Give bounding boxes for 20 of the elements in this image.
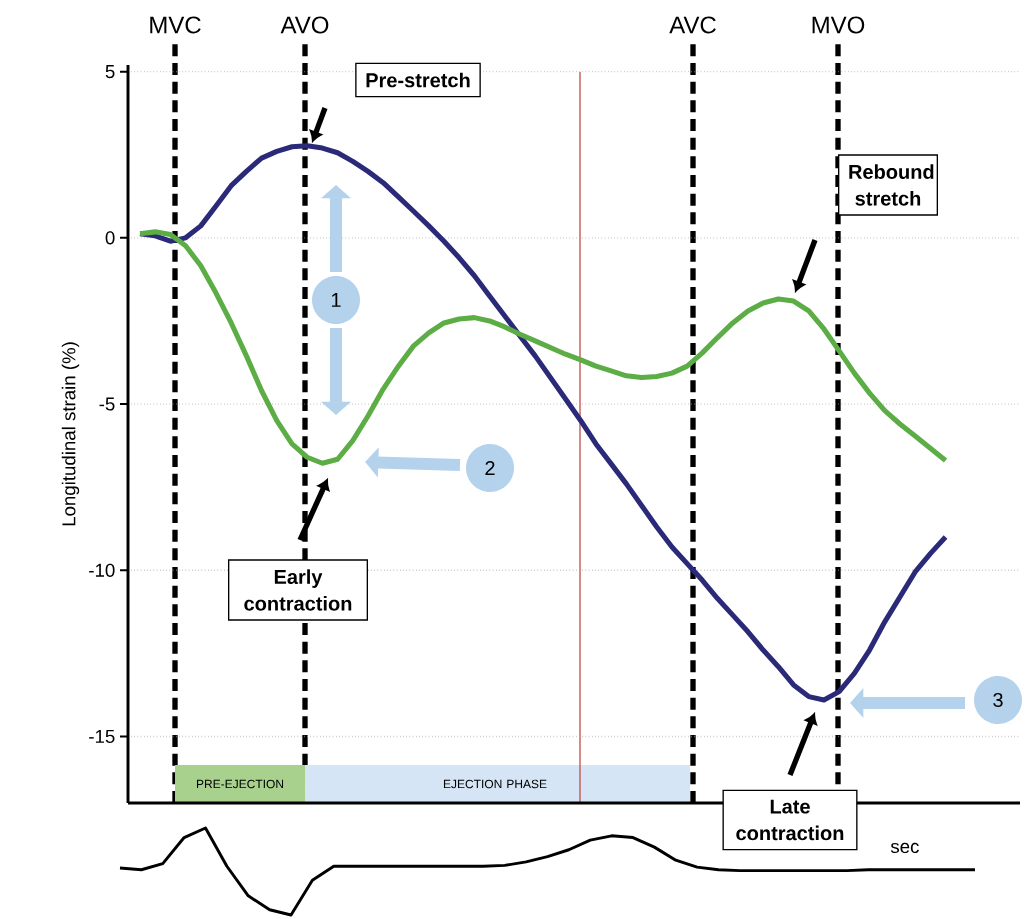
y-tick-label: 5 <box>105 65 115 79</box>
annotation: 2 <box>485 461 495 475</box>
y-tick-label: -10 <box>89 563 115 577</box>
y-axis-title: Longitudinal strain (%) <box>61 342 80 526</box>
annotation: PRE-EJECTION <box>196 779 284 789</box>
y-tick-label: -5 <box>99 397 115 411</box>
text: MVC <box>150 16 201 34</box>
text: AVO <box>280 16 329 34</box>
y-tick-label: -15 <box>89 729 115 744</box>
annotation: Early contraction <box>244 569 352 611</box>
annotation: Late contraction <box>736 799 844 841</box>
text: AVC <box>669 16 716 34</box>
text: MVO <box>812 16 865 34</box>
text: 3 <box>993 692 1003 708</box>
annotation: EJECTION PHASE <box>443 779 547 789</box>
annotation: 1 <box>331 293 341 307</box>
x-axis-title: sec <box>890 842 919 854</box>
y-tick-label: 0 <box>105 231 115 245</box>
annotation: Pre-stretch <box>366 72 470 88</box>
annotation: Rebound stretch <box>849 164 934 206</box>
